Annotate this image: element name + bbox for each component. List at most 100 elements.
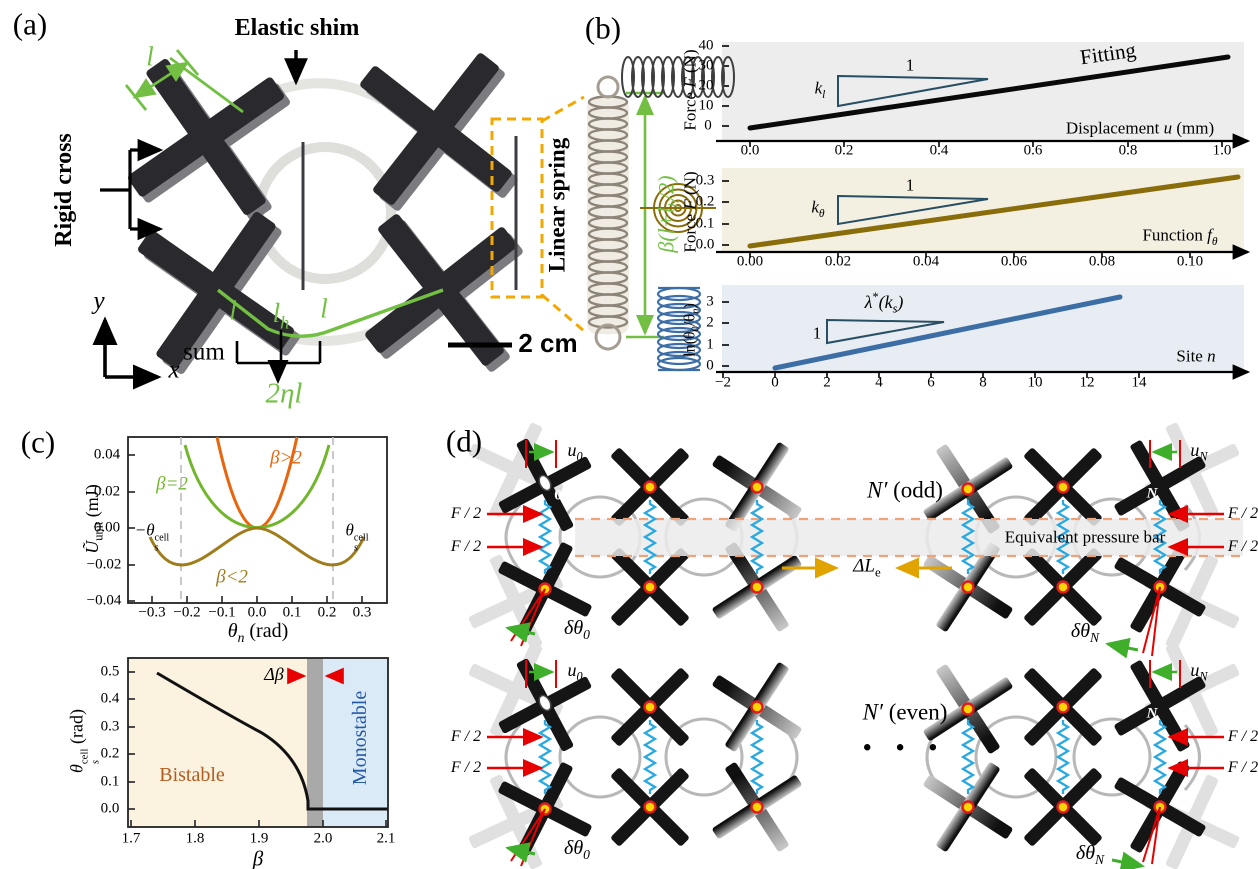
plot1-ylabel: Force F (N) (680, 49, 700, 131)
bottom-length-path (216, 288, 444, 338)
ellipsis-dots: ● ● ● (862, 739, 948, 756)
axis-x-label: x (168, 356, 180, 384)
theta-s-neg-label: −θ cell s (134, 520, 170, 554)
beta-gt-2-label: β>2 (270, 447, 302, 469)
extension-spring-icon (621, 56, 735, 98)
rigid-cross-label: Rigid cross (51, 133, 77, 247)
dtheta0-marker-even (505, 808, 546, 867)
axis-y-label: y (93, 287, 105, 315)
slope-one: 1 (905, 175, 915, 195)
y-tick: 20 (698, 77, 714, 94)
plot3-xticks (722, 372, 1140, 378)
plot3-fit-line (772, 294, 1123, 371)
rigid-cross-top-right (312, 5, 566, 259)
x-tick: 0.00 (736, 253, 764, 270)
y-tick: 1 (706, 336, 714, 353)
crosses-even (477, 636, 1229, 869)
panel-b-label: (b) (584, 10, 622, 46)
n-even-label: N′ (even) (862, 699, 948, 725)
x-tick: 0.8 (1118, 142, 1138, 159)
coil-spring-icon (656, 286, 702, 372)
plot2-yticks (722, 180, 729, 246)
x-tick: 10 (1027, 374, 1043, 391)
dtheta0-label-odd: δθ0 (564, 617, 590, 643)
x-tick: −2 (715, 374, 731, 391)
x-tick: 8 (979, 374, 987, 391)
site-N-label-odd: N (1146, 485, 1158, 502)
rigid-cross-bottom-right (317, 166, 571, 420)
x-tick: 1.0 (1212, 142, 1232, 159)
panel-c-label: (c) (20, 424, 56, 460)
chain-odd (449, 403, 1258, 669)
y-tick: 40 (698, 37, 714, 54)
x-tick: 2.1 (376, 830, 396, 847)
chain-even (449, 623, 1258, 869)
x-tick: 2 (823, 374, 831, 391)
delta-beta-label: Δβ (264, 664, 284, 684)
x-tick: 0.08 (1088, 253, 1116, 270)
plot2-xticks (749, 252, 1191, 258)
c2-xlabel: β (252, 846, 264, 869)
dthetaN-label-odd: δθN (1070, 620, 1100, 646)
y-tick: 0.0 (695, 236, 715, 253)
pivots-odd (538, 474, 1167, 596)
f2-label: F / 2 (450, 505, 482, 522)
plot2-slope-triangle (837, 194, 989, 226)
x-tick: 1.9 (249, 830, 269, 847)
uN-marker-odd (1149, 440, 1181, 468)
f2-label: F / 2 (1227, 759, 1258, 776)
length-l-right: l (320, 293, 328, 324)
panel-b-plots (621, 42, 1251, 380)
slope-kl: kl (814, 78, 826, 101)
spring-hook-top (596, 75, 620, 99)
slope-ktheta: kθ (811, 197, 825, 220)
c1-frame (127, 436, 388, 604)
plot1-xticks (749, 141, 1223, 147)
x-tick: 0.06 (1000, 253, 1028, 270)
dthetaN-marker-even (1111, 806, 1161, 869)
sum-result-2etal: 2ηl (265, 377, 303, 410)
panel-d-label: (d) (445, 423, 483, 459)
plot3-slope-triangle (826, 318, 945, 345)
scale-bar-label: 2 cm (518, 328, 578, 358)
torsion-spring-icon (640, 183, 716, 233)
y-tick: 0 (704, 117, 712, 134)
x-tick: 1.8 (185, 830, 205, 847)
x-tick: 14 (1131, 374, 1147, 391)
x-tick: 6 (927, 374, 935, 391)
y-tick: 0 (706, 357, 714, 374)
c2-ylabel: θ cell s (rad) (66, 709, 102, 773)
c2-monostable-region (323, 658, 388, 827)
plot3-yticks (722, 301, 729, 367)
pressure-bar (575, 519, 1243, 556)
x-tick: 0.0 (247, 604, 267, 621)
theta-s-pos-label: θ cell s (345, 520, 369, 554)
c1-xlabel: θn (rad) (227, 620, 289, 646)
pivot-hole (538, 474, 552, 492)
x-tick: −0.2 (173, 604, 201, 621)
arm-length-dimension (124, 49, 244, 114)
delta-le-label: ΔLe (853, 555, 881, 580)
y-tick: −0.02 (86, 556, 122, 573)
slope-one: 1 (812, 323, 822, 343)
y-tick: −0.04 (86, 592, 122, 609)
length-lh: lh (272, 298, 290, 333)
y-tick: 3 (706, 293, 714, 310)
x-tick: 0.3 (352, 604, 372, 621)
x-tick: 0.04 (912, 253, 940, 270)
callout-line-bottom (541, 293, 585, 333)
y-tick: 0.00 (93, 519, 121, 536)
c1-ticks (128, 454, 363, 603)
dthetaN-marker-odd (1105, 586, 1161, 659)
length-l-left: l (229, 295, 237, 326)
x-tick: 0.0 (740, 142, 760, 159)
f2-label: F / 2 (450, 728, 482, 745)
u0-label-odd: u0 (567, 440, 583, 464)
sum-label: sum (183, 338, 225, 366)
y-tick: 0.1 (100, 773, 120, 790)
x-tick: 12 (1079, 374, 1095, 391)
spring-callout-box (490, 117, 544, 299)
coordinate-axes (92, 316, 162, 390)
